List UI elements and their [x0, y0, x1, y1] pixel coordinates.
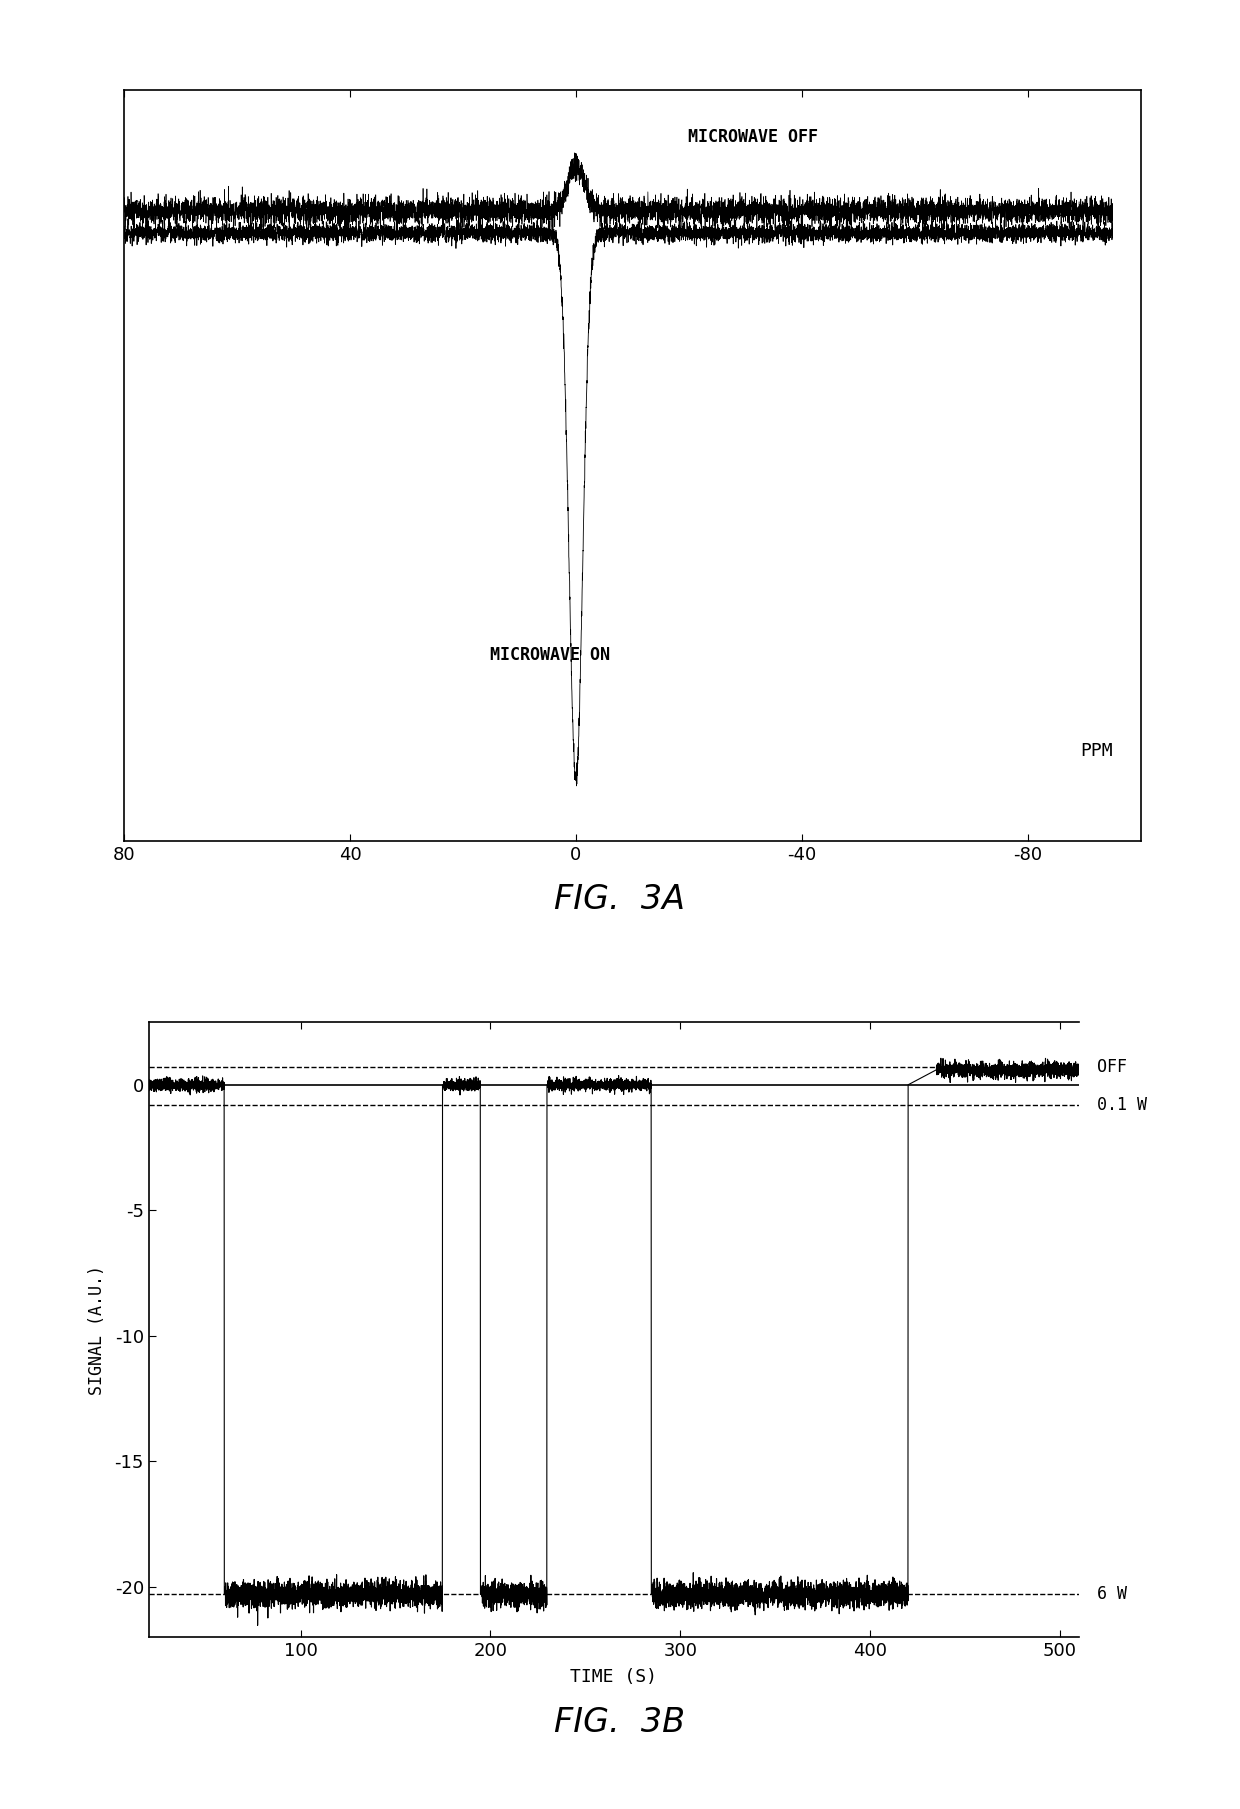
- X-axis label: TIME (S): TIME (S): [570, 1668, 657, 1686]
- Text: OFF: OFF: [1097, 1058, 1127, 1076]
- Text: MICROWAVE ON: MICROWAVE ON: [490, 646, 610, 664]
- Text: MICROWAVE OFF: MICROWAVE OFF: [688, 128, 818, 147]
- Y-axis label: SIGNAL (A.U.): SIGNAL (A.U.): [88, 1264, 107, 1395]
- Text: FIG.  3B: FIG. 3B: [554, 1706, 686, 1738]
- Text: 0.1 W: 0.1 W: [1097, 1096, 1147, 1114]
- Text: PPM: PPM: [1080, 742, 1112, 760]
- Text: 6 W: 6 W: [1097, 1585, 1127, 1603]
- Text: FIG.  3A: FIG. 3A: [554, 883, 686, 915]
